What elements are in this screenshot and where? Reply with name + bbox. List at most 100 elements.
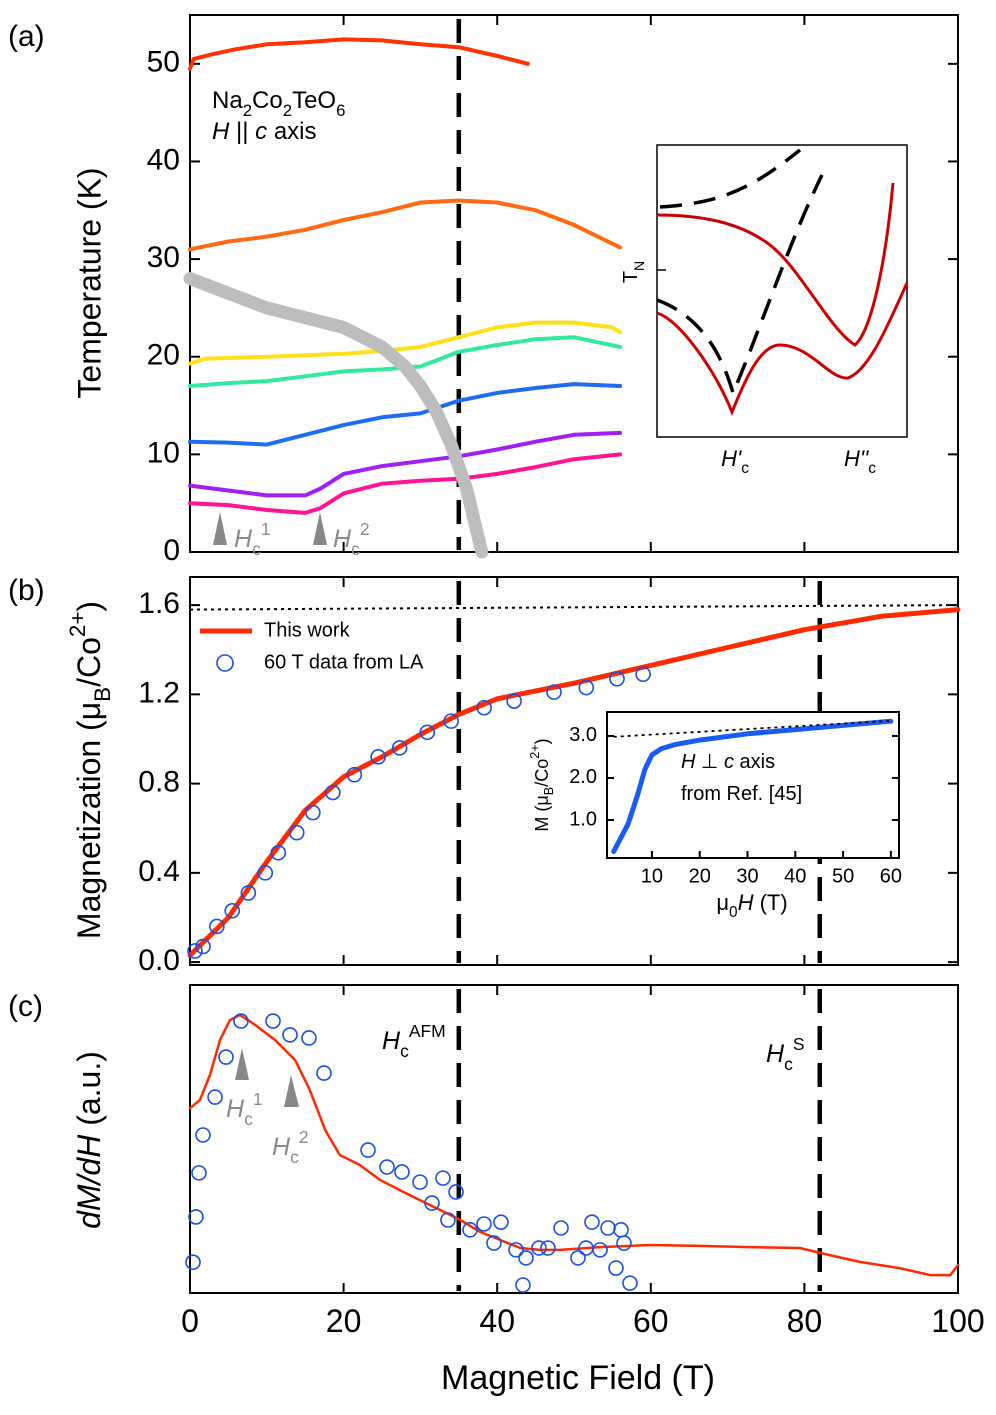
data-line: [188, 430, 623, 498]
x-tick-label: 20: [689, 865, 711, 887]
y-tick-label: 0.4: [138, 855, 180, 888]
annotation: Hc2: [272, 1127, 309, 1167]
text-part: /Co: [532, 759, 552, 787]
inset-label: H''c: [844, 446, 876, 477]
annotation: H || c axis: [212, 118, 317, 145]
text-part: B: [90, 687, 115, 702]
data-point: [218, 1049, 234, 1065]
data-point: [412, 1174, 428, 1190]
data-point: [305, 804, 321, 821]
panel-c-frame: [189, 984, 959, 1294]
data-point: [546, 684, 562, 700]
data-line: [611, 718, 894, 854]
inset-label: H'c: [721, 446, 749, 477]
text-part: H: [382, 1027, 401, 1055]
text-part: 1: [261, 519, 271, 539]
annotation: HcS: [766, 1034, 805, 1074]
x-tick-label: 100: [931, 1303, 984, 1339]
data-point: [493, 1214, 509, 1230]
data-line: [189, 604, 959, 611]
text-part: H: [738, 890, 754, 915]
arrow: [235, 1048, 249, 1080]
data-point: [462, 1222, 478, 1238]
data-point: [570, 1250, 586, 1266]
text-part: H: [272, 1133, 291, 1161]
text-part: H'': [844, 446, 869, 471]
data-point: [370, 749, 386, 765]
text-part: ⊥: [695, 751, 724, 773]
data-point: [224, 902, 241, 919]
data-point: [240, 885, 257, 901]
text-part: H: [226, 1095, 245, 1123]
text-part: H: [234, 525, 253, 553]
data-point: [191, 1165, 207, 1181]
data-point: [257, 865, 274, 881]
text-part: 1: [253, 1089, 263, 1109]
x-axis-label: Magnetic Field (T): [441, 1359, 715, 1397]
y-tick-label: 1.2: [138, 676, 180, 709]
data-point: [440, 1212, 456, 1228]
inset-a-dashed: [659, 148, 802, 209]
text-part: M (μ: [532, 795, 552, 831]
data-line: [188, 198, 623, 252]
text-part: (a.u.): [71, 1051, 107, 1135]
data-line: [187, 607, 961, 958]
text-part: ): [71, 601, 107, 612]
inset-label: TN: [620, 261, 646, 283]
text-part: c: [290, 1147, 299, 1167]
arrow: [213, 512, 227, 545]
text-part: c: [252, 539, 261, 559]
data-point: [600, 1220, 616, 1236]
text-part: ): [532, 738, 552, 744]
y-tick-label: 0.0: [138, 944, 180, 977]
data-point: [325, 784, 341, 801]
text-part: c: [784, 1054, 793, 1074]
markers: [213, 512, 327, 1107]
data-point: [584, 1214, 600, 1230]
text-part: H: [766, 1040, 785, 1068]
data-point: [486, 1235, 502, 1251]
panel-label: (a): [8, 20, 45, 53]
text-part: B: [542, 787, 556, 795]
data-point: [265, 1013, 281, 1029]
text-part: /Co: [71, 637, 107, 687]
annotation: HcAFM: [382, 1021, 446, 1061]
y-axis-label: Temperature (K): [71, 167, 107, 398]
data-point: [185, 1254, 201, 1270]
data-point: [508, 1242, 524, 1258]
text-part: c: [255, 118, 267, 145]
data-point: [188, 1209, 204, 1225]
x-tick-label: 60: [880, 865, 902, 887]
data-line: [613, 719, 891, 738]
data-point: [613, 1222, 629, 1238]
annotation: Hc1: [226, 1089, 263, 1129]
data-line: [183, 272, 489, 559]
text-part: 2: [360, 519, 370, 539]
legend-label: 60 T data from LA: [264, 651, 424, 673]
text-part: axis: [734, 751, 775, 773]
x-tick-label: 0: [181, 1303, 199, 1339]
y-tick-label: 40: [147, 143, 180, 176]
data-point: [379, 1159, 395, 1175]
x-tick-label: 80: [787, 1303, 823, 1339]
data-line: [188, 37, 530, 71]
arrow: [284, 1075, 299, 1107]
text-part: H: [333, 525, 352, 553]
data-point: [435, 1170, 451, 1186]
data-point: [424, 1195, 440, 1211]
x-tick-label: 50: [832, 865, 854, 887]
data-point: [506, 693, 522, 709]
data-point: [195, 938, 211, 955]
data-point: [316, 1065, 332, 1081]
data-point: [609, 670, 625, 687]
data-point: [301, 1030, 317, 1046]
text-part: axis: [267, 118, 316, 145]
x-tick-label: 60: [633, 1303, 669, 1339]
text-part: TeO: [292, 87, 336, 114]
arrow: [313, 512, 327, 545]
y-tick-label: 1.6: [138, 587, 180, 620]
y-tick-label: 0.8: [138, 766, 180, 799]
inset-note: from Ref. [45]: [681, 783, 802, 805]
text-part: T: [620, 271, 642, 283]
x-tick-label: 40: [784, 865, 806, 887]
